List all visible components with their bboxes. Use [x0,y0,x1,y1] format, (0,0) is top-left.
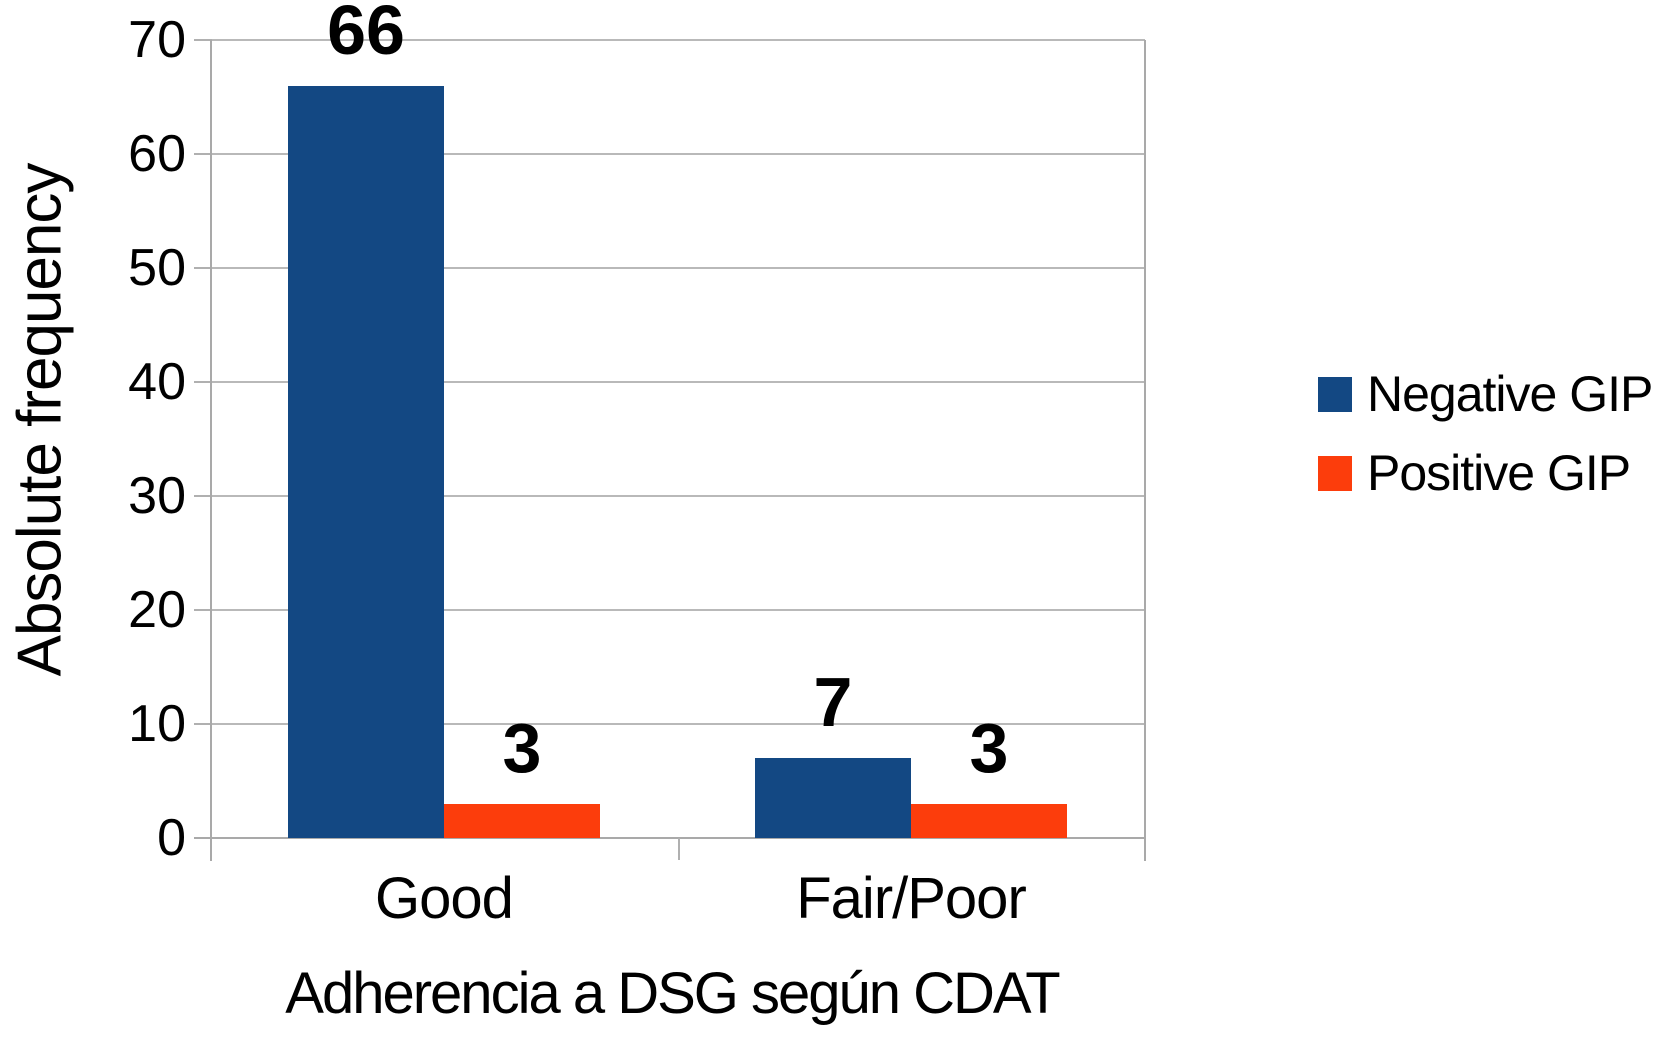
legend: Negative GIP Positive GIP [1318,366,1653,529]
y-tick-label-20: 20 [128,581,186,639]
y-tick-label-0: 0 [157,809,186,867]
legend-swatch-negative-gip [1318,376,1352,412]
category-label-fair-poor: Fair/Poor [796,866,1027,931]
data-label-fair-poor-1: 3 [969,709,1009,787]
y-tick-10 [194,723,212,725]
y-tick-label-30: 30 [128,467,186,525]
gridline-70 [212,39,1145,41]
data-label-good-0: 66 [327,0,405,69]
y-tick-60 [194,153,212,155]
x-axis-title: Adherencia a DSG según CDAT [285,961,1060,1026]
bar-positive-gip-fair-poor [911,804,1067,838]
gridline-60 [212,153,1145,155]
y-tick-label-50: 50 [128,239,186,297]
y-tick-40 [194,381,212,383]
x-axis-line [194,837,1145,839]
y-tick-label-60: 60 [128,125,186,183]
gridline-40 [212,381,1145,383]
y-tick-label-10: 10 [128,695,186,753]
category-label-good: Good [375,866,514,931]
gridline-10 [212,723,1145,725]
plot-right-border [1144,40,1146,861]
x-tick-middle [677,838,680,860]
y-tick-50 [194,267,212,269]
gridline-30 [212,495,1145,497]
y-axis-line [210,40,212,861]
legend-label-negative-gip: Negative GIP [1367,366,1653,422]
bar-positive-gip-good [444,804,600,838]
y-tick-label-40: 40 [128,353,186,411]
bar-negative-gip-fair-poor [755,758,911,838]
y-tick-20 [194,609,212,611]
legend-swatch-positive-gip [1318,455,1352,491]
legend-label-positive-gip: Positive GIP [1367,445,1631,501]
data-label-fair-poor-0: 7 [813,663,853,741]
data-label-good-1: 3 [502,709,542,787]
y-tick-30 [194,495,212,497]
legend-item-negative-gip: Negative GIP [1318,366,1653,422]
legend-item-positive-gip: Positive GIP [1318,445,1652,501]
y-tick-70 [194,39,212,41]
gridline-20 [212,609,1145,611]
y-tick-label-70: 70 [128,11,186,69]
gridline-50 [212,267,1145,269]
bar-negative-gip-good [288,86,444,838]
